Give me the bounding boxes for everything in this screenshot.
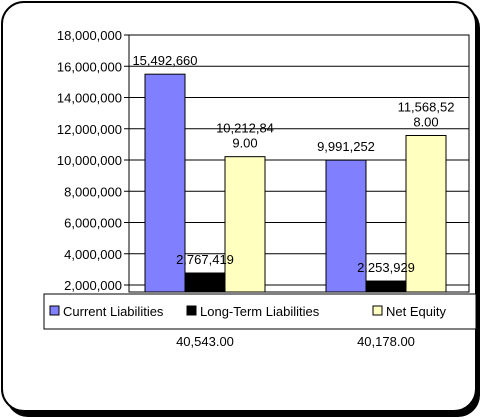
x-axis: 40,543.00 40,178.00 — [176, 334, 415, 349]
bar — [144, 73, 186, 293]
data-label: 15,492,660 — [132, 53, 197, 68]
legend-label: Long-Term Liabilities — [200, 304, 320, 319]
data-label: 8.00 — [413, 114, 438, 129]
y-tick-label: 14,000,000 — [57, 91, 122, 106]
x-category-label: 40,543.00 — [176, 334, 234, 349]
y-tick-label: 10,000,000 — [57, 153, 122, 168]
x-category-label: 40,178.00 — [357, 334, 415, 349]
bar — [365, 280, 407, 293]
data-label: 10,212,84 — [216, 121, 274, 136]
data-label: 2,767,419 — [176, 252, 234, 267]
y-tick-label: 4,000,000 — [64, 247, 122, 262]
data-label: 9,991,252 — [317, 139, 375, 154]
y-tick-label: 16,000,000 — [57, 59, 122, 74]
legend-swatch — [186, 305, 197, 316]
legend-label: Current Liabilities — [63, 304, 164, 319]
legend-box — [43, 293, 477, 330]
bar — [405, 134, 447, 293]
y-tick-label: 18,000,000 — [57, 28, 122, 43]
legend-label: Net Equity — [386, 304, 446, 319]
bar — [224, 156, 266, 293]
bar — [325, 159, 367, 293]
bars — [144, 73, 447, 293]
legend: Current Liabilities Long-Term Liabilities… — [43, 293, 477, 330]
legend-swatch — [372, 305, 383, 316]
y-tick-label: 8,000,000 — [64, 184, 122, 199]
data-label: 11,568,52 — [398, 99, 455, 114]
legend-swatch — [49, 305, 60, 316]
y-tick-label: 12,000,000 — [57, 122, 122, 137]
data-label: 9.00 — [232, 136, 257, 151]
y-axis: 2,000,000 4,000,000 6,000,000 8,000,000 10,0… — [57, 28, 130, 293]
data-label: 2,253,929 — [357, 260, 415, 275]
data-labels: 15,492,660 9,991,252 2,767,419 2,253,929 10,… — [132, 53, 454, 275]
bar — [184, 272, 226, 293]
y-tick-label: 6,000,000 — [64, 216, 122, 231]
y-tick-label: 2,000,000 — [64, 278, 122, 293]
